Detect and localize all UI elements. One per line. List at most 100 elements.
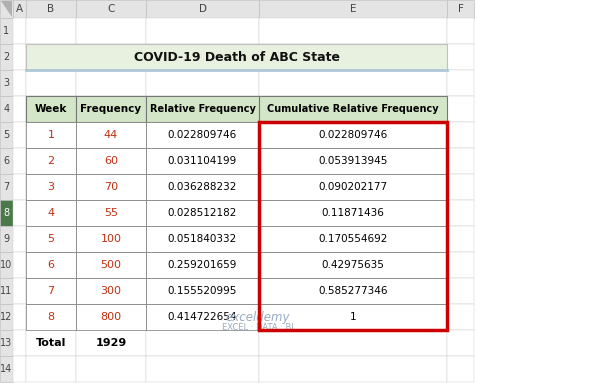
Text: 1: 1 <box>350 312 356 322</box>
Text: 44: 44 <box>104 130 118 140</box>
Text: 0.259201659: 0.259201659 <box>168 260 237 270</box>
Text: 0.11871436: 0.11871436 <box>322 208 384 218</box>
Bar <box>76 174 146 200</box>
Bar <box>0 96 13 122</box>
Bar <box>259 278 447 304</box>
Bar <box>259 226 447 252</box>
Bar <box>146 278 259 304</box>
Text: Relative Frequency: Relative Frequency <box>149 104 255 114</box>
Bar <box>0 200 13 226</box>
Text: E: E <box>350 4 356 14</box>
Bar <box>13 226 26 252</box>
Text: 8: 8 <box>4 208 10 218</box>
Bar <box>13 278 26 304</box>
Bar <box>0 304 13 330</box>
Text: 0.42975635: 0.42975635 <box>322 260 384 270</box>
Text: 300: 300 <box>100 286 122 296</box>
Bar <box>76 0 146 18</box>
Bar <box>26 252 76 278</box>
Bar <box>13 18 26 44</box>
Bar <box>146 0 259 18</box>
Bar <box>146 252 259 278</box>
Text: 5: 5 <box>3 130 10 140</box>
Text: 500: 500 <box>100 260 122 270</box>
Text: B: B <box>47 4 55 14</box>
Bar <box>26 278 76 304</box>
Bar <box>26 304 76 330</box>
Bar <box>13 330 26 356</box>
Bar <box>76 278 146 304</box>
Bar <box>146 148 259 174</box>
Bar <box>26 226 76 252</box>
Bar <box>447 96 474 122</box>
Bar <box>259 356 447 382</box>
Bar <box>26 148 76 174</box>
Text: 1: 1 <box>4 26 10 36</box>
Bar <box>259 330 447 356</box>
Text: Frequency: Frequency <box>81 104 141 114</box>
Bar <box>76 148 146 174</box>
Bar <box>26 148 76 174</box>
Bar <box>0 200 13 226</box>
Text: Week: Week <box>35 104 67 114</box>
Bar <box>26 356 76 382</box>
Text: 4: 4 <box>4 104 10 114</box>
Bar <box>259 174 447 200</box>
Bar <box>146 252 259 278</box>
Bar <box>76 226 146 252</box>
Bar <box>0 18 13 44</box>
Bar <box>146 96 259 122</box>
Bar <box>26 96 76 122</box>
Bar <box>26 18 76 44</box>
Text: 0.585277346: 0.585277346 <box>318 286 387 296</box>
Bar <box>76 70 146 96</box>
Text: Total: Total <box>36 338 66 348</box>
Bar <box>259 96 447 122</box>
Text: 0.155520995: 0.155520995 <box>168 286 237 296</box>
Bar <box>146 226 259 252</box>
Bar <box>0 278 13 304</box>
Text: Cumulative Relative Frequency: Cumulative Relative Frequency <box>267 104 439 114</box>
Bar <box>76 330 146 356</box>
Bar <box>447 148 474 174</box>
Text: 14: 14 <box>1 364 13 374</box>
Text: D: D <box>199 4 207 14</box>
Bar <box>146 148 259 174</box>
Text: 3: 3 <box>4 78 10 88</box>
Text: EXCEL · DATA · BI: EXCEL · DATA · BI <box>221 323 293 332</box>
Bar <box>26 96 76 122</box>
Text: 0.022809746: 0.022809746 <box>168 130 237 140</box>
Bar <box>259 252 447 278</box>
Bar <box>259 44 447 70</box>
Bar <box>76 304 146 330</box>
Bar <box>0 44 13 70</box>
Bar <box>259 200 447 226</box>
Text: C: C <box>107 4 114 14</box>
Text: COVID-19 Death of ABC State: COVID-19 Death of ABC State <box>133 51 339 64</box>
Bar <box>259 226 447 252</box>
Bar <box>447 122 474 148</box>
Bar <box>146 278 259 304</box>
Bar <box>259 122 447 330</box>
Bar <box>26 174 76 200</box>
Text: 9: 9 <box>4 234 10 244</box>
Bar <box>76 148 146 174</box>
Bar <box>447 252 474 278</box>
Bar <box>13 44 26 70</box>
Text: 70: 70 <box>104 182 118 192</box>
Bar <box>26 174 76 200</box>
Bar <box>0 122 13 148</box>
Bar <box>146 122 259 148</box>
Bar <box>146 122 259 148</box>
Bar <box>447 18 474 44</box>
Bar <box>259 252 447 278</box>
Bar <box>146 70 259 96</box>
Text: 60: 60 <box>104 156 118 166</box>
Bar <box>447 304 474 330</box>
Bar <box>259 174 447 200</box>
Bar <box>13 174 26 200</box>
Bar <box>76 226 146 252</box>
Text: 6: 6 <box>47 260 55 270</box>
Bar <box>26 44 447 70</box>
Bar <box>146 200 259 226</box>
